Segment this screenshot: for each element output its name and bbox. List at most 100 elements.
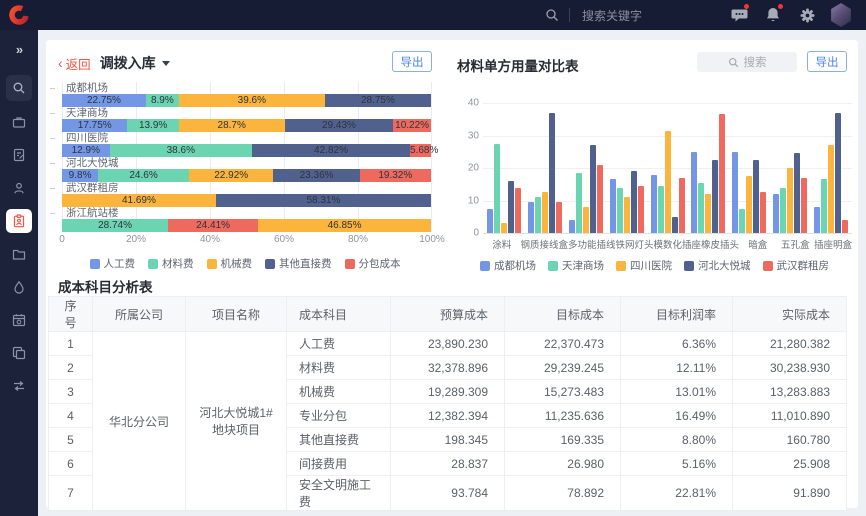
bar[interactable] [508,181,514,233]
bar-segment[interactable]: 10.22% [393,119,431,132]
bar[interactable] [555,202,562,233]
bar-segment[interactable]: 39.6% [178,94,325,107]
bar[interactable] [698,182,705,233]
legend-item[interactable]: 材料费 [148,256,194,271]
sidebar-item-briefcase-icon[interactable] [6,110,32,134]
bar[interactable] [534,197,541,233]
page-title-dropdown[interactable]: 调拨入库 [99,55,156,71]
bar[interactable] [794,153,801,233]
search-icon[interactable] [545,8,559,22]
double-chevron-right-icon[interactable]: » [15,42,23,57]
bar[interactable] [664,130,671,233]
right-export-button[interactable]: 导出 [807,51,847,72]
bar-segment[interactable]: 38.6% [109,144,253,157]
back-link[interactable]: 返回 [65,57,91,72]
bar-segment[interactable]: 28.7% [178,119,285,132]
bar[interactable] [821,179,827,233]
bar[interactable] [671,216,678,233]
bar-segment[interactable]: 9.8% [62,169,99,182]
bar-segment[interactable]: 12.9% [62,144,110,157]
sidebar-item-calendar-gear-icon[interactable] [6,308,32,332]
bar-segment[interactable]: 46.85% [258,219,431,232]
bar[interactable] [548,112,555,233]
sidebar-item-water-drop-icon[interactable] [6,275,32,299]
bar[interactable] [657,185,664,233]
bar-segment[interactable]: 13.9% [127,119,179,132]
bar-segment[interactable]: 28.75% [324,94,431,107]
bar-segment[interactable]: 23.36% [273,169,360,182]
chevron-down-icon[interactable] [161,60,170,66]
bar-segment[interactable]: 17.75% [62,119,128,132]
bar-segment[interactable]: 42.82% [252,144,411,157]
user-avatar[interactable] [831,3,851,27]
bar[interactable] [705,194,712,233]
bar[interactable] [568,220,575,233]
legend-item[interactable]: 其他直接费 [265,256,332,271]
bar-segment[interactable]: 8.9% [145,94,179,107]
legend-item[interactable]: 河北大悦城 [684,258,751,273]
bar-segment[interactable]: 19.32% [359,169,431,182]
bar[interactable] [596,164,603,233]
bar[interactable] [712,159,719,233]
legend-item[interactable]: 分包成本 [344,256,401,271]
bar[interactable] [623,197,630,233]
bar[interactable] [541,192,548,233]
bar[interactable] [835,112,841,233]
legend-item[interactable]: 武汉群租房 [762,258,829,273]
bar[interactable] [637,185,644,233]
bar[interactable] [760,192,767,233]
bar[interactable] [753,159,760,233]
bar[interactable] [814,207,820,233]
message-icon[interactable] [730,4,749,24]
legend-item[interactable]: 人工费 [89,256,135,271]
app-logo[interactable] [0,0,38,30]
bar[interactable] [719,114,726,233]
sidebar-item-document-edit-icon[interactable] [6,143,32,167]
bar-segment[interactable]: 22.92% [188,169,274,182]
bar-segment[interactable]: 58.31% [215,194,431,207]
bar[interactable] [650,174,657,233]
bar[interactable] [773,194,780,233]
bar[interactable] [527,202,534,233]
bar-segment[interactable]: 22.75% [62,94,146,107]
sidebar-item-transfer-arrows-icon[interactable] [6,374,32,398]
bar[interactable] [515,187,521,233]
bar[interactable] [780,187,787,233]
bar-segment[interactable]: 5.68% [410,144,439,157]
bar[interactable] [787,168,794,233]
bar[interactable] [732,151,739,233]
bar[interactable] [501,223,507,233]
bar[interactable] [801,177,808,233]
bar[interactable] [828,145,834,233]
bar-segment[interactable]: 29.43% [284,119,394,132]
legend-item[interactable]: 机械费 [206,256,252,271]
bar[interactable] [739,208,746,233]
legend-item[interactable]: 天津商场 [548,258,604,273]
sidebar-item-search-icon[interactable] [6,75,32,101]
bar[interactable] [678,177,685,233]
bar[interactable] [691,151,698,233]
sidebar-item-folder-icon[interactable] [6,242,32,266]
sidebar-item-user-icon[interactable] [6,176,32,200]
bar[interactable] [589,145,596,233]
bar[interactable] [609,179,616,233]
bar-segment[interactable]: 24.6% [98,169,189,182]
bell-icon[interactable] [764,4,783,24]
sidebar-item-copy-icon[interactable] [6,341,32,365]
back-chevron-icon[interactable]: ‹ [58,55,63,71]
legend-item[interactable]: 成都机场 [480,258,536,273]
right-search-input[interactable]: 搜索 [697,52,797,72]
bar-segment[interactable]: 28.74% [62,219,169,232]
bar[interactable] [616,187,623,233]
bar[interactable] [487,208,493,233]
bar[interactable] [746,176,753,233]
bar[interactable] [630,171,637,233]
sidebar-item-clipboard-person-icon[interactable] [6,209,32,233]
gear-icon[interactable] [798,6,816,24]
bar[interactable] [494,143,500,233]
bar[interactable] [582,207,589,233]
legend-item[interactable]: 四川医院 [616,258,672,273]
bar-segment[interactable]: 41.69% [62,194,216,207]
bar[interactable] [842,220,848,233]
bar-segment[interactable]: 24.41% [168,219,259,232]
